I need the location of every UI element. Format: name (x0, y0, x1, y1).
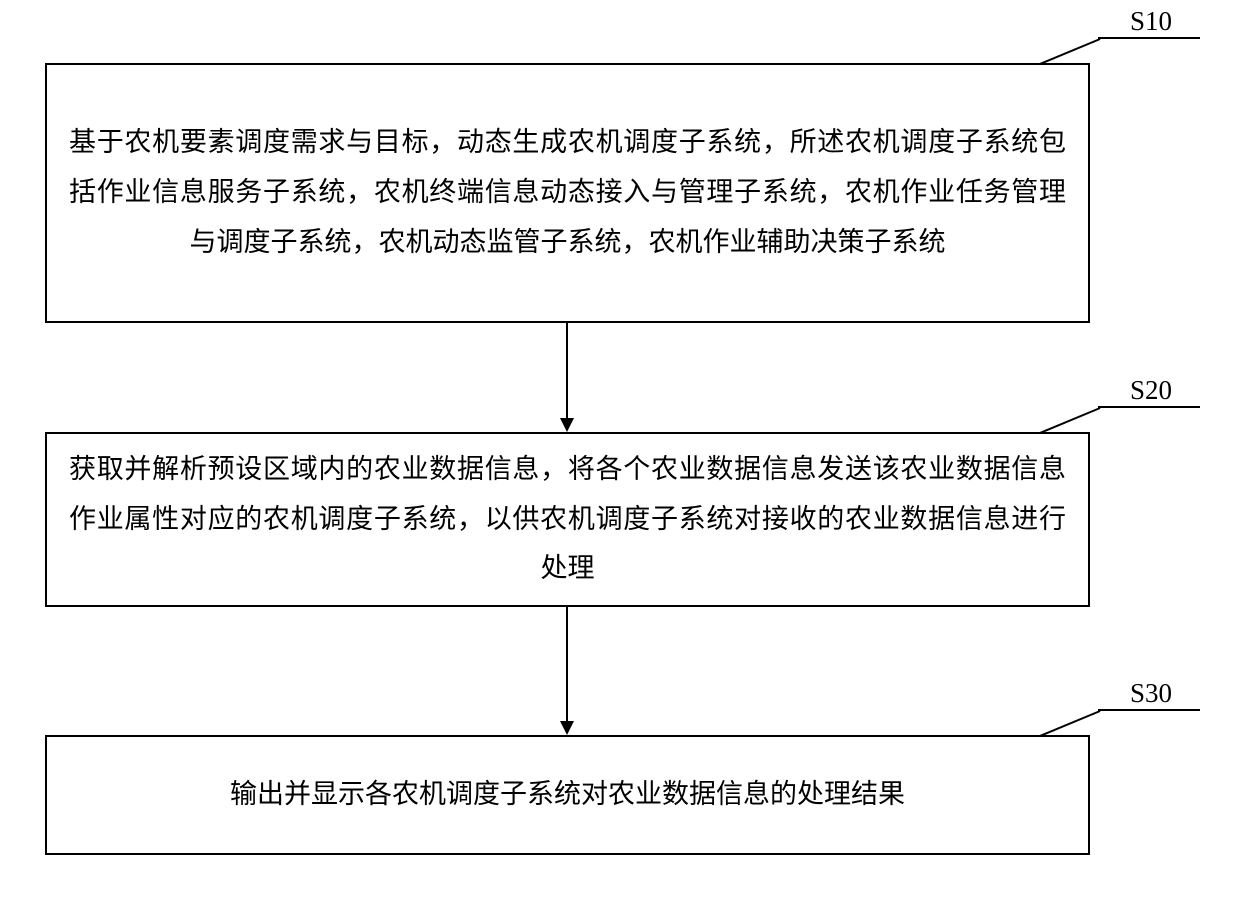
flow-step-s30: 输出并显示各农机调度子系统对农业数据信息的处理结果 (45, 735, 1090, 855)
leader-line-s10-horiz (1098, 37, 1200, 39)
step-label-s20: S20 (1130, 375, 1172, 406)
leader-line-s30-diag (1040, 710, 1101, 736)
leader-line-s20-diag (1040, 407, 1101, 433)
step-label-s10: S10 (1130, 6, 1172, 37)
flow-step-s10-text: 基于农机要素调度需求与目标，动态生成农机调度子系统，所述农机调度子系统包括作业信… (69, 118, 1066, 268)
arrow-s10-s20-head (560, 418, 574, 432)
step-label-s30: S30 (1130, 678, 1172, 709)
leader-line-s30-horiz (1098, 709, 1200, 711)
leader-line-s10-diag (1040, 38, 1101, 64)
arrow-s20-s30-line (566, 607, 568, 721)
flow-step-s10: 基于农机要素调度需求与目标，动态生成农机调度子系统，所述农机调度子系统包括作业信… (45, 63, 1090, 323)
flow-step-s20-text: 获取并解析预设区域内的农业数据信息，将各个农业数据信息发送该农业数据信息作业属性… (69, 445, 1066, 595)
arrow-s10-s20-line (566, 323, 568, 418)
flow-step-s30-text: 输出并显示各农机调度子系统对农业数据信息的处理结果 (69, 770, 1066, 820)
flow-step-s20: 获取并解析预设区域内的农业数据信息，将各个农业数据信息发送该农业数据信息作业属性… (45, 432, 1090, 607)
leader-line-s20-horiz (1098, 406, 1200, 408)
arrow-s20-s30-head (560, 721, 574, 735)
